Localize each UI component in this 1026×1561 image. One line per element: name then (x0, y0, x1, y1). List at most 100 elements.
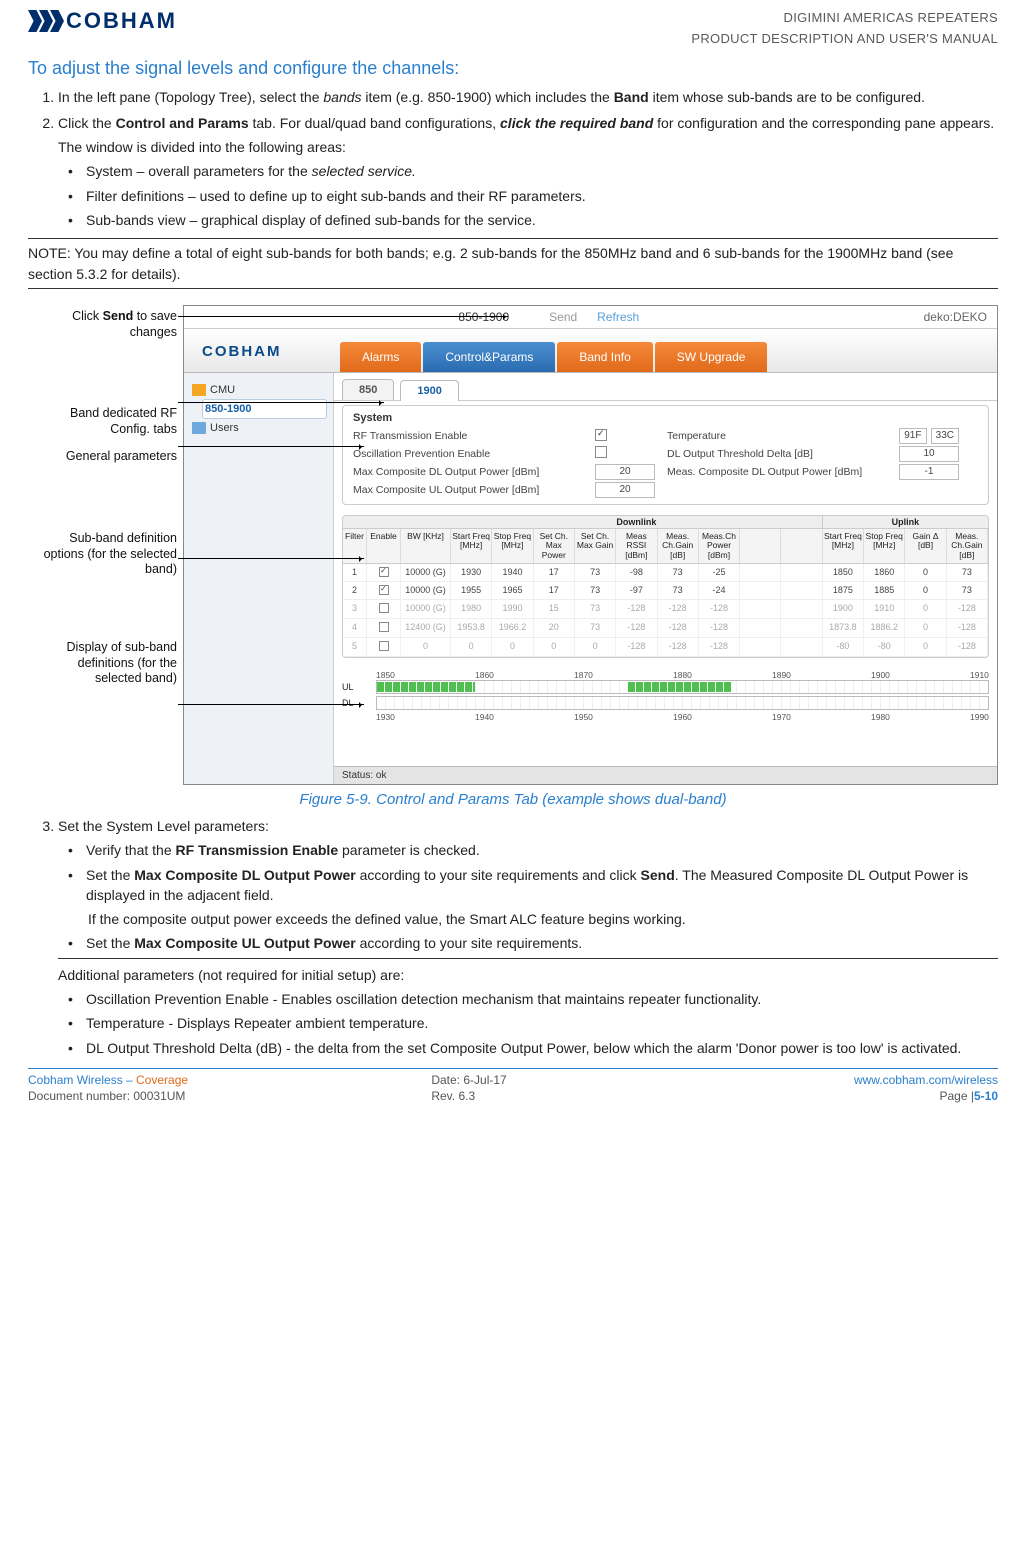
cell-set-max-gain[interactable]: 73 (575, 600, 616, 618)
cell-ul-start: -80 (823, 638, 864, 656)
app-screenshot: 850-1900 Send Refresh deko:DEKO COBHAM A… (183, 305, 998, 785)
cell-set-max-gain[interactable]: 73 (575, 582, 616, 599)
bullet: Filter definitions – used to define up t… (86, 186, 998, 206)
note-box: NOTE: You may define a total of eight su… (28, 238, 998, 289)
cell-set-max-gain[interactable]: 73 (575, 564, 616, 581)
cell-set-max-gain[interactable]: 73 (575, 619, 616, 637)
annotation-general: General parameters (28, 449, 177, 465)
cell-enable[interactable] (367, 564, 401, 581)
cell-start-freq[interactable]: 1953.8 (451, 619, 492, 637)
tree-node-users[interactable]: Users (190, 419, 327, 437)
cell-enable[interactable] (367, 638, 401, 656)
cell-ul-gain-delta[interactable]: 0 (905, 582, 946, 599)
text: In the left pane (Topology Tree), select… (58, 89, 323, 105)
col-ul-stop: Stop Freq [MHz] (864, 529, 905, 563)
footer-rev: Rev. 6.3 (351, 1089, 674, 1103)
cell-meas-gain: -128 (658, 638, 699, 656)
main-panel: 850 1900 System RF Transmission Enable T… (334, 373, 997, 784)
cell-start-freq[interactable]: 1955 (451, 582, 492, 599)
annotation-arrow (178, 316, 508, 317)
cell-bw[interactable]: 10000 (G) (401, 582, 451, 599)
cell-enable[interactable] (367, 619, 401, 637)
tab-alarms[interactable]: Alarms (340, 342, 421, 372)
text: Verify that the (86, 842, 176, 858)
cell-ul-meas-gain: -128 (947, 638, 988, 656)
cell-stop-freq[interactable]: 1940 (492, 564, 533, 581)
cell-ul-gain-delta[interactable]: 0 (905, 600, 946, 618)
checkbox-osc-prevent[interactable] (595, 446, 607, 458)
table-header-row: Filter Enable BW [KHz] Start Freq [MHz] … (343, 529, 988, 564)
cell-bw[interactable]: 10000 (G) (401, 600, 451, 618)
step-2-para: The window is divided into the following… (58, 137, 998, 157)
tab-band-info[interactable]: Band Info (557, 342, 652, 372)
cell-enable[interactable] (367, 582, 401, 599)
spectrum-fill (628, 682, 732, 692)
ul-label: UL (342, 682, 372, 692)
tick-label: 1880 (673, 670, 692, 680)
text-bold: Send (641, 867, 675, 883)
spectrum-display: 1850186018701880189019001910 UL DL 19301… (342, 670, 989, 722)
value-max-dl[interactable]: 20 (595, 464, 655, 480)
checkbox-icon[interactable] (379, 585, 389, 595)
checkbox-icon[interactable] (379, 641, 389, 651)
label-meas-dl: Meas. Composite DL Output Power [dBm] (667, 466, 887, 478)
cell-bw[interactable]: 12400 (G) (401, 619, 451, 637)
bullet: System – overall parameters for the sele… (86, 161, 998, 181)
cell-set-max-power[interactable]: 17 (534, 564, 575, 581)
annotation-band-tabs: Band dedicated RF Config. tabs (28, 406, 177, 437)
cell-ul-stop: 1910 (864, 600, 905, 618)
label-max-dl: Max Composite DL Output Power [dBm] (353, 466, 583, 478)
value-dl-threshold[interactable]: 10 (899, 446, 959, 462)
cell-bw[interactable]: 0 (401, 638, 451, 656)
checkbox-rf-enable[interactable] (595, 429, 607, 441)
tick-label: 1960 (673, 712, 692, 722)
cell-set-max-power[interactable]: 20 (534, 619, 575, 637)
bullet: Set the Max Composite UL Output Power ac… (86, 933, 998, 953)
label-osc-prevent: Oscillation Prevention Enable (353, 448, 583, 460)
cell-stop-freq[interactable]: 1966.2 (492, 619, 533, 637)
label-temperature: Temperature (667, 430, 887, 442)
band-tab-1900[interactable]: 1900 (400, 380, 458, 401)
tick-label: 1860 (475, 670, 494, 680)
cell-set-max-power[interactable]: 17 (534, 582, 575, 599)
cell-stop-freq[interactable]: 0 (492, 638, 533, 656)
text: Cobham Wireless – (28, 1073, 136, 1087)
cell-set-max-power[interactable]: 15 (534, 600, 575, 618)
cell-enable[interactable] (367, 600, 401, 618)
cell-stop-freq[interactable]: 1965 (492, 582, 533, 599)
send-button[interactable]: Send (549, 310, 577, 324)
cell-set-max-gain[interactable]: 0 (575, 638, 616, 656)
tree-node-cmu[interactable]: CMU (190, 381, 327, 399)
step-2: Click the Control and Params tab. For du… (58, 113, 998, 230)
checkbox-icon[interactable] (379, 622, 389, 632)
cell-set-max-power[interactable]: 0 (534, 638, 575, 656)
tab-control-params[interactable]: Control&Params (423, 342, 555, 372)
tree-label: 850-1900 (205, 403, 252, 415)
cell-start-freq[interactable]: 1980 (451, 600, 492, 618)
label-max-ul: Max Composite UL Output Power [dBm] (353, 484, 583, 496)
bullet: Sub-bands view – graphical display of de… (86, 210, 998, 230)
divider (58, 958, 998, 959)
band-tab-850[interactable]: 850 (342, 379, 394, 400)
cell-ul-gain-delta[interactable]: 0 (905, 619, 946, 637)
cell-start-freq[interactable]: 1930 (451, 564, 492, 581)
checkbox-icon[interactable] (379, 603, 389, 613)
tick-label: 1940 (475, 712, 494, 722)
cell-ul-gain-delta[interactable]: 0 (905, 638, 946, 656)
users-icon (192, 422, 206, 434)
cell-ul-gain-delta[interactable]: 0 (905, 564, 946, 581)
cell-rssi: -98 (616, 564, 657, 581)
tab-sw-upgrade[interactable]: SW Upgrade (655, 342, 768, 372)
annotation-subband-def: Sub-band definition options (for the sel… (28, 531, 177, 578)
cell-stop-freq[interactable]: 1990 (492, 600, 533, 618)
refresh-button[interactable]: Refresh (597, 310, 639, 324)
cell-bw[interactable]: 10000 (G) (401, 564, 451, 581)
text: item (e.g. 850-1900) which includes the (362, 89, 614, 105)
figure-caption: Figure 5-9. Control and Params Tab (exam… (28, 791, 998, 808)
footer-page: Page |5-10 (675, 1089, 998, 1103)
text: Coverage (136, 1073, 188, 1087)
value-max-ul[interactable]: 20 (595, 482, 655, 498)
table-row: 412400 (G)1953.81966.22073-128-128-12818… (343, 619, 988, 638)
checkbox-icon[interactable] (379, 567, 389, 577)
cell-start-freq[interactable]: 0 (451, 638, 492, 656)
